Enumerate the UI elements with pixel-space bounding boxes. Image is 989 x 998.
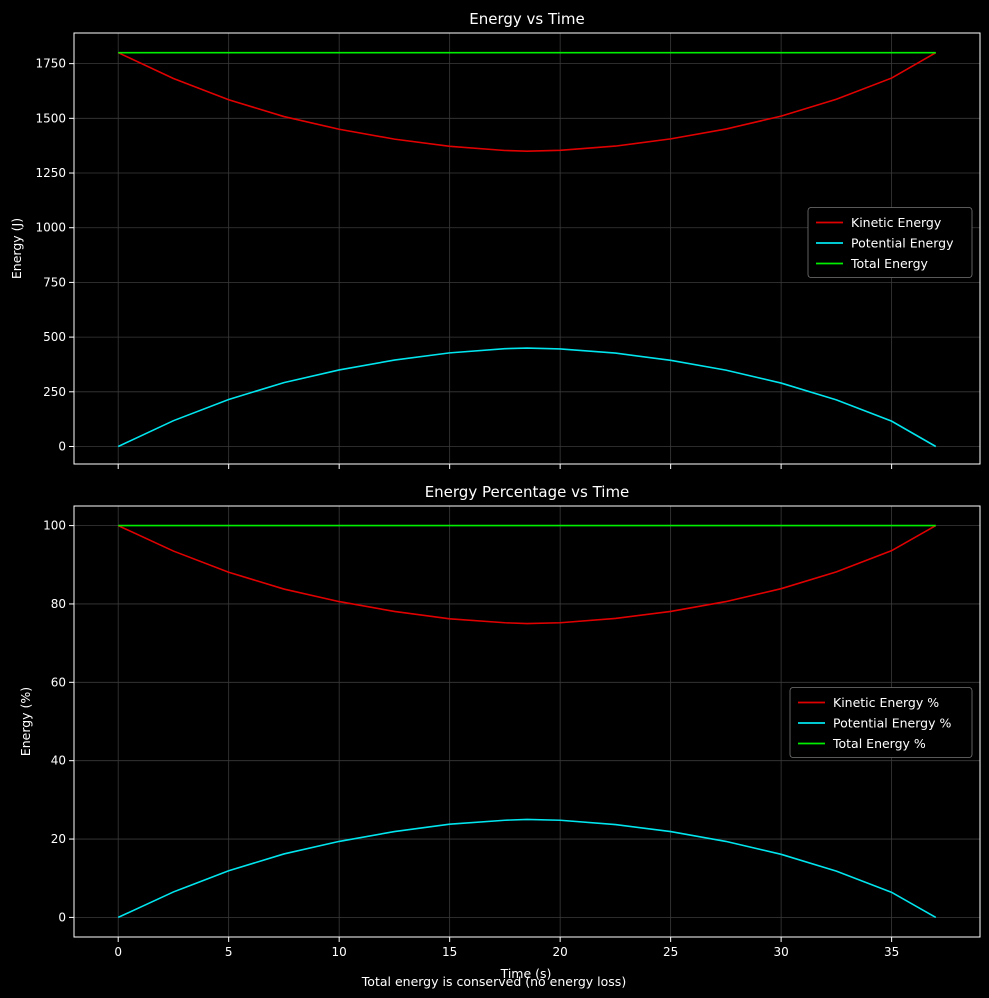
legend-label: Potential Energy % (833, 716, 951, 731)
y-axis-label: Energy (%) (18, 687, 33, 756)
y-axis-label: Energy (J) (9, 218, 24, 279)
series-line-kinetic-energy (117, 524, 937, 625)
y-tick-label: 250 (43, 385, 66, 399)
y-tick-label: 40 (51, 754, 66, 768)
legend-label: Total Energy % (832, 736, 926, 751)
y-tick-label: 500 (43, 330, 66, 344)
x-axis-label: Time (s) (500, 966, 552, 981)
x-tick-label: 5 (225, 945, 233, 959)
chart-title: Energy vs Time (469, 10, 584, 28)
legend: Kinetic Energy Potential Energy Total Ener… (807, 207, 973, 278)
footnote: Total energy is conserved (no energy los… (361, 974, 626, 989)
y-tick-label: 0 (58, 910, 66, 924)
x-tick-label: 30 (773, 945, 788, 959)
panel-energy-percentage: 0 5 10 15 20 25 30 35 0 20 40 60 80 100 Energy Percent… (18, 483, 981, 981)
legend-label: Potential Energy (851, 236, 954, 251)
legend-box (789, 687, 973, 758)
y-tick-label: 20 (51, 832, 66, 846)
y-tick-label: 1000 (35, 221, 66, 235)
y-tick-label: 100 (43, 519, 66, 533)
legend-box (807, 207, 973, 278)
y-tick-label: 0 (58, 439, 66, 453)
plot-frame (73, 505, 981, 938)
y-tick-label: 1750 (35, 57, 66, 71)
y-tick-label: 1500 (35, 111, 66, 125)
legend: Kinetic Energy % Potential Energy % Total … (789, 687, 973, 758)
panel-energy: 0 250 500 750 1000 1250 1500 1750 Energy vs Time… (9, 10, 981, 469)
x-tick-label: 25 (663, 945, 678, 959)
x-tick-label: 10 (332, 945, 347, 959)
y-tick-label: 1250 (35, 166, 66, 180)
series-line-potential-energy (117, 347, 937, 448)
series-line-potential-energy (117, 818, 937, 919)
y-tick-label: 80 (51, 597, 66, 611)
x-tick-label: 20 (553, 945, 568, 959)
chart-title: Energy Percentage vs Time (425, 483, 630, 501)
x-tick-label: 15 (442, 945, 457, 959)
y-tick-label: 60 (51, 675, 66, 689)
plot-frame (73, 32, 981, 465)
x-tick-label: 35 (884, 945, 899, 959)
legend-label: Total Energy (850, 256, 929, 271)
y-tick-label: 750 (43, 275, 66, 289)
series-line-kinetic-energy (117, 51, 937, 152)
legend-label: Kinetic Energy % (833, 695, 939, 710)
legend-label: Kinetic Energy (851, 215, 942, 230)
x-tick-label: 0 (114, 945, 122, 959)
